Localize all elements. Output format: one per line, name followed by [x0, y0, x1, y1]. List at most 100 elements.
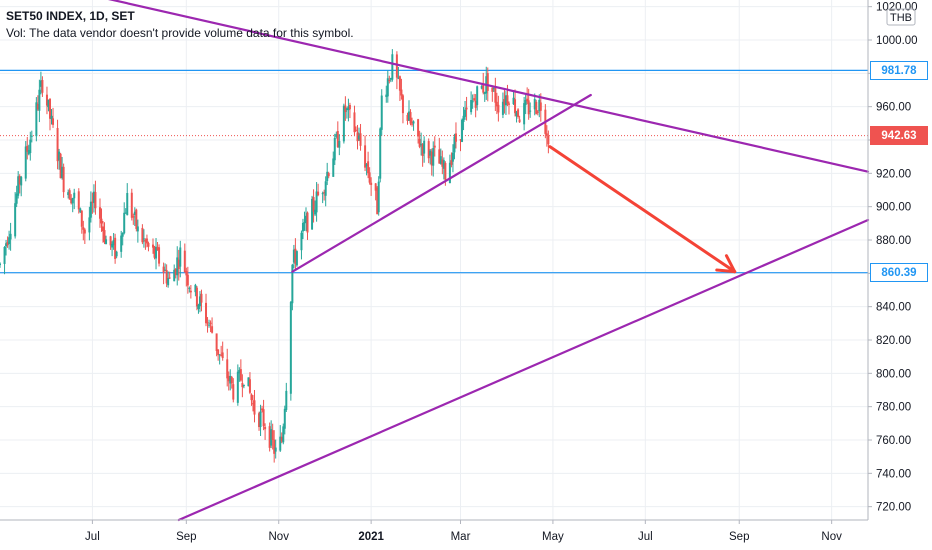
- candle: [253, 389, 256, 423]
- candle-body: [271, 430, 274, 441]
- candle-body: [356, 132, 359, 142]
- candle-body: [123, 212, 126, 234]
- candle: [279, 425, 282, 452]
- candle-body: [359, 133, 362, 146]
- candle: [209, 320, 212, 333]
- candle: [80, 210, 83, 234]
- candle-body: [183, 250, 186, 273]
- candle-body: [24, 146, 27, 179]
- candle: [323, 189, 326, 201]
- trendline-lower-support[interactable]: [177, 218, 870, 522]
- candle: [30, 130, 33, 143]
- candle: [130, 188, 133, 221]
- candle: [524, 93, 527, 115]
- candle-body: [227, 375, 230, 382]
- candle: [79, 207, 82, 213]
- candle: [177, 249, 180, 281]
- candle: [41, 76, 44, 97]
- candle-body: [491, 87, 494, 92]
- candle-body: [130, 192, 133, 218]
- x-tick-label: Nov: [269, 531, 290, 543]
- candle-body: [400, 89, 403, 96]
- candle: [39, 71, 42, 95]
- candle-body: [433, 145, 436, 148]
- price-tag: 860.39: [870, 263, 928, 283]
- y-tick-label: 1020.00: [876, 2, 918, 14]
- arrow-shaft[interactable]: [548, 145, 737, 274]
- y-tick-label: 760.00: [876, 435, 911, 447]
- candle-body: [454, 133, 457, 142]
- candle: [250, 393, 253, 406]
- trendline-rising-support[interactable]: [291, 93, 592, 273]
- candle: [258, 411, 261, 431]
- candle-body: [238, 370, 241, 374]
- candle: [179, 240, 182, 278]
- candle: [89, 191, 92, 223]
- candle-body: [411, 123, 414, 125]
- candle-body: [232, 384, 235, 400]
- candle-body: [336, 130, 339, 148]
- y-tick-label: 800.00: [876, 368, 911, 380]
- candle-body: [236, 371, 239, 403]
- candle-body: [450, 160, 453, 165]
- candle: [3, 246, 6, 275]
- trendline-upper-resistance[interactable]: [47, 0, 870, 173]
- candle-body: [30, 135, 33, 137]
- candle: [91, 192, 94, 214]
- candle-body: [218, 354, 221, 356]
- x-tick-label: Sep: [176, 531, 196, 543]
- candle: [459, 139, 462, 152]
- candle-body: [295, 251, 298, 266]
- candle: [368, 167, 371, 185]
- candle: [358, 127, 361, 141]
- candle-body: [376, 187, 379, 215]
- candle: [71, 197, 74, 213]
- candle: [247, 377, 250, 387]
- candle-body: [461, 119, 464, 142]
- candle-body: [162, 266, 165, 273]
- candle-body: [217, 349, 220, 355]
- candle-body: [398, 76, 401, 91]
- candle: [8, 230, 11, 250]
- y-tick-label: 720.00: [876, 502, 911, 514]
- candle-body: [465, 107, 468, 110]
- candle-body: [114, 237, 117, 259]
- candle: [132, 213, 135, 225]
- candle: [35, 97, 38, 142]
- candle: [38, 79, 41, 123]
- y-tick-label: 1000.00: [876, 35, 918, 47]
- candle: [547, 130, 550, 154]
- candle: [251, 395, 254, 412]
- candle: [427, 138, 430, 164]
- candle-body: [338, 140, 341, 148]
- candle: [504, 91, 507, 116]
- candle-body: [535, 101, 538, 114]
- candle: [88, 206, 91, 241]
- candle: [102, 220, 105, 243]
- candle-body: [38, 89, 41, 111]
- candle-body: [56, 127, 59, 162]
- candle: [162, 262, 165, 285]
- candle: [120, 230, 123, 258]
- candle: [221, 341, 224, 361]
- candle: [205, 293, 208, 327]
- candle-body: [136, 226, 139, 232]
- candle: [536, 110, 539, 116]
- candle-body: [518, 119, 521, 123]
- candle-body: [168, 277, 171, 279]
- y-tick-label: 960.00: [876, 102, 911, 114]
- candle-body: [538, 99, 541, 112]
- candle-body: [312, 197, 315, 212]
- candle: [151, 238, 154, 254]
- candle-body: [547, 135, 550, 145]
- candle: [114, 233, 117, 264]
- candle-body: [58, 151, 61, 161]
- candle-body: [417, 119, 420, 137]
- candle: [324, 176, 327, 207]
- candle: [336, 121, 339, 148]
- currency-box[interactable]: [886, 8, 916, 26]
- candle: [529, 102, 532, 118]
- candle-body: [401, 95, 404, 114]
- candle-body: [48, 99, 51, 119]
